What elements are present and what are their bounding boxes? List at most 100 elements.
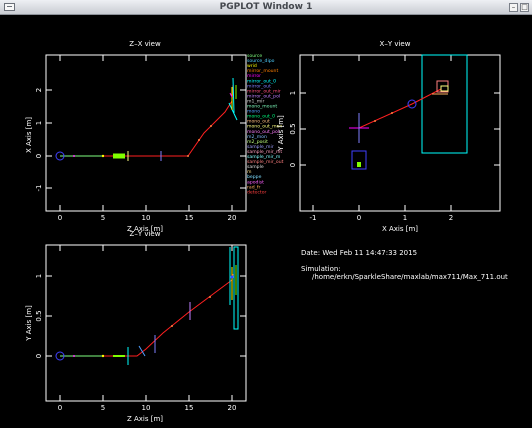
component-dot — [101, 354, 105, 358]
legend-item: m2_posit — [247, 139, 268, 145]
x-tick-label: 20 — [228, 214, 237, 222]
y-axis-label: Y Axis [m] — [25, 305, 33, 342]
component-dot — [73, 155, 75, 157]
source-spot — [357, 162, 361, 167]
legend-item: sample_mir_out — [247, 159, 284, 165]
y-tick-label: 2 — [35, 88, 43, 92]
plot-frame — [299, 54, 501, 212]
legend-item: sample_mir_mt — [247, 149, 282, 155]
legend-item: mono_out_pol — [247, 129, 279, 135]
detector-box — [440, 85, 449, 92]
panel-zx: Z–X view 0 5 10 15 — [25, 40, 284, 233]
x-axis-label: Z Axis [m] — [127, 415, 163, 423]
legend-item: sample — [247, 164, 264, 170]
panel-title: Z–Y view — [130, 230, 161, 238]
legend-item: mono_out — [247, 119, 270, 125]
ray-dot — [210, 125, 212, 127]
ray-dot — [209, 296, 211, 298]
screen-outline — [233, 246, 239, 330]
plot-canvas: Z–X view 0 5 10 15 — [25, 40, 508, 423]
x-tick-label: 15 — [185, 214, 194, 222]
ray-dot — [171, 325, 173, 327]
legend-item: mono_mount — [247, 104, 277, 110]
legend-item: sample_mir — [247, 144, 274, 150]
legend-item: mono_out_mon — [247, 124, 282, 130]
y-tick-label: 0 — [289, 163, 297, 167]
y-tick-label: 1 — [289, 91, 297, 95]
mirror-component — [228, 102, 238, 121]
x-ticks — [59, 245, 233, 401]
legend-item: beppe — [247, 174, 262, 180]
source-marker — [407, 99, 417, 109]
x-tick-label: 20 — [228, 404, 237, 412]
legend-item: apodist — [247, 179, 264, 185]
x-tick-label: 0 — [58, 404, 62, 412]
y-tick-label: 0.5 — [35, 310, 43, 321]
legend-item: mirror_mount — [247, 68, 278, 74]
x-tick-label: 0 — [357, 214, 361, 222]
beam-path — [60, 273, 234, 357]
source-marker — [55, 351, 65, 361]
legend-item: rad_fr — [247, 184, 261, 190]
ray-dot — [374, 120, 376, 122]
y-ticks — [46, 275, 246, 357]
ray-dot — [391, 112, 393, 114]
detector-component — [232, 77, 235, 114]
window-menu-icon[interactable] — [4, 3, 15, 11]
title-bar[interactable]: PGPLOT Window 1 – □ — [0, 0, 532, 15]
legend-item: mirror_out_0 — [247, 78, 276, 84]
mirror-component — [113, 153, 125, 159]
legend-item: m1_mir — [247, 98, 264, 104]
y-tick-label: -1 — [35, 185, 43, 192]
sample-dot — [230, 275, 234, 279]
source-box — [351, 150, 367, 170]
legend-item: source — [247, 53, 262, 59]
panel-title: X–Y view — [380, 40, 411, 48]
x-tick-label: 5 — [101, 214, 105, 222]
legend-item: mirror_out — [247, 83, 271, 89]
x-tick-label: 1 — [403, 214, 407, 222]
ray-dot — [187, 155, 189, 157]
x-tick-label: -1 — [310, 214, 317, 222]
legend-item: sample_mir_m — [247, 154, 281, 160]
component-legend: sourcesource_dipowridmirror_mountmirrorm… — [247, 53, 284, 195]
minimize-button[interactable]: – — [509, 3, 518, 12]
beam-path — [60, 84, 234, 157]
x-tick-label: 0 — [58, 214, 62, 222]
x-ticks — [312, 55, 452, 211]
y-tick-label: 0 — [35, 154, 43, 158]
info-block: Date: Wed Feb 11 14:47:33 2015 Simulatio… — [301, 249, 508, 281]
y-tick-label: 1 — [35, 121, 43, 125]
simulation-label: Simulation: — [301, 265, 341, 273]
window-title: PGPLOT Window 1 — [219, 2, 313, 12]
plot-frame — [45, 244, 247, 402]
legend-item: wrid — [247, 63, 257, 69]
y-ticks — [46, 89, 246, 189]
screen-component — [229, 92, 233, 98]
legend-item: source_dipo — [247, 58, 275, 64]
x-ticks — [59, 55, 233, 211]
legend-item: m — [247, 170, 252, 175]
y-axis-label: X Axis [m] — [25, 117, 33, 153]
simulation-path: /home/erkn/SparkleShare/maxlab/max711/Ma… — [312, 273, 508, 281]
date-text: Date: Wed Feb 11 14:47:33 2015 — [301, 249, 417, 257]
x-tick-label: 5 — [101, 404, 105, 412]
legend-item: mono — [247, 110, 260, 115]
panel-xy: X–Y view -1 0 1 2 — [277, 40, 501, 233]
source-marker — [55, 151, 65, 161]
x-axis-label: X Axis [m] — [382, 225, 418, 233]
component-dot — [73, 355, 75, 357]
mono-component — [138, 345, 146, 357]
legend-item: mirror_out_pol — [247, 93, 280, 99]
panel-title: Z–X view — [129, 40, 161, 48]
x-tick-label: 10 — [142, 404, 151, 412]
maximize-button[interactable]: □ — [520, 3, 529, 12]
beam-path — [358, 88, 442, 129]
plot-frame — [45, 54, 247, 212]
legend-item: mirror_out_mir — [247, 88, 281, 94]
legend-item: detector — [247, 189, 267, 195]
x-axis-label: Z Axis [m] — [127, 225, 163, 233]
y-tick-label: 0.5 — [289, 123, 297, 134]
x-tick-label: 15 — [185, 404, 194, 412]
